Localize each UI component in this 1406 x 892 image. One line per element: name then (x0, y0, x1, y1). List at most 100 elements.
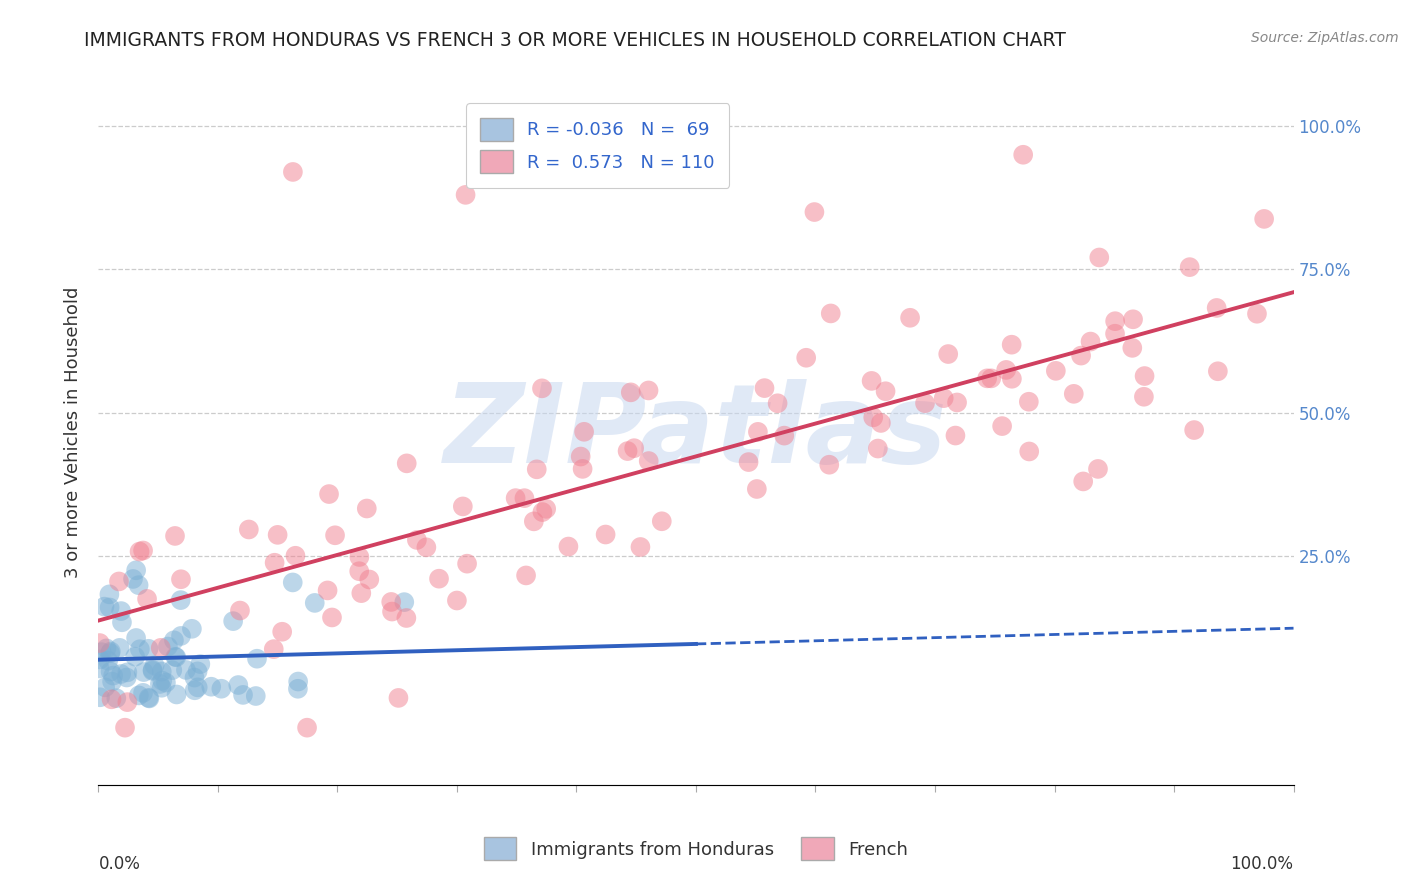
Point (773, 428, 796, 442)
Point (651, 514, 673, 528)
Point (976, 371, 998, 385)
Point (150, 673, 173, 688)
Point (200, 680, 222, 694)
Text: Source: ZipAtlas.com: Source: ZipAtlas.com (1251, 31, 1399, 45)
Point (395, 611, 418, 625)
Point (108, 640, 131, 655)
Point (226, 678, 249, 692)
Point (454, 187, 477, 202)
Point (862, 410, 884, 425)
Point (875, 384, 897, 399)
Point (870, 416, 893, 430)
Point (1070, 349, 1092, 363)
Point (446, 593, 468, 607)
Point (93, 599, 115, 614)
Point (316, 583, 339, 598)
Point (515, 568, 537, 582)
Point (165, 650, 187, 665)
Point (1104, 326, 1126, 341)
Point (287, 674, 309, 689)
Point (162, 663, 184, 677)
Point (595, 527, 617, 541)
Point (745, 482, 768, 496)
Point (1018, 394, 1040, 409)
Point (90, 645, 112, 659)
Point (616, 444, 638, 458)
Point (149, 640, 172, 655)
Point (630, 540, 652, 554)
Point (571, 462, 593, 476)
Point (183, 671, 205, 685)
Point (163, 529, 186, 543)
Point (89, 652, 111, 666)
Point (100, 644, 122, 658)
Point (284, 549, 307, 563)
Point (155, 675, 177, 690)
Point (350, 586, 373, 600)
Point (132, 686, 155, 700)
Point (415, 541, 437, 555)
Point (103, 668, 125, 682)
Point (187, 681, 209, 695)
Point (246, 651, 269, 665)
Point (150, 665, 173, 679)
Point (945, 428, 967, 442)
Point (111, 615, 134, 630)
Text: IMMIGRANTS FROM HONDURAS VS FRENCH 3 OR MORE VEHICLES IN HOUSEHOLD CORRELATION C: IMMIGRANTS FROM HONDURAS VS FRENCH 3 OR … (84, 31, 1066, 50)
Text: 0.0%: 0.0% (98, 855, 141, 873)
Point (1122, 312, 1144, 326)
Point (150, 681, 173, 695)
Point (143, 658, 166, 673)
Text: ZIPatlas: ZIPatlas (444, 379, 948, 486)
Point (128, 689, 150, 703)
Point (117, 695, 139, 709)
Point (803, 205, 825, 219)
Point (96, 641, 118, 656)
Point (1045, 364, 1067, 378)
Point (89, 690, 111, 705)
Point (170, 629, 193, 643)
Point (1133, 390, 1156, 404)
Point (124, 649, 146, 664)
Point (349, 549, 371, 564)
Point (138, 641, 160, 656)
Point (323, 528, 346, 542)
Point (110, 667, 132, 681)
Point (122, 572, 145, 586)
Point (456, 557, 478, 571)
Point (132, 543, 155, 558)
Point (1087, 462, 1109, 476)
Point (117, 665, 139, 680)
Point (132, 665, 155, 679)
Point (138, 691, 160, 706)
Point (1205, 301, 1227, 315)
Point (128, 544, 150, 558)
Point (1104, 314, 1126, 328)
Point (766, 396, 789, 410)
Point (737, 455, 759, 469)
Point (222, 614, 245, 628)
Point (1121, 341, 1143, 355)
Point (98, 646, 121, 660)
Point (287, 681, 309, 696)
Point (318, 487, 340, 501)
Point (387, 690, 409, 705)
Point (94, 681, 117, 695)
Point (321, 610, 343, 624)
Point (1001, 372, 1024, 386)
Point (523, 514, 546, 528)
Point (98, 600, 121, 615)
Point (620, 385, 643, 400)
Legend: Immigrants from Honduras, French: Immigrants from Honduras, French (477, 830, 915, 868)
Point (405, 533, 427, 547)
Point (1246, 307, 1268, 321)
Point (138, 690, 160, 705)
Point (359, 573, 381, 587)
Point (100, 665, 122, 679)
Point (534, 501, 557, 516)
Point (89, 636, 111, 650)
Point (1206, 364, 1229, 378)
Point (818, 458, 841, 472)
Point (281, 575, 304, 590)
Point (281, 165, 304, 179)
